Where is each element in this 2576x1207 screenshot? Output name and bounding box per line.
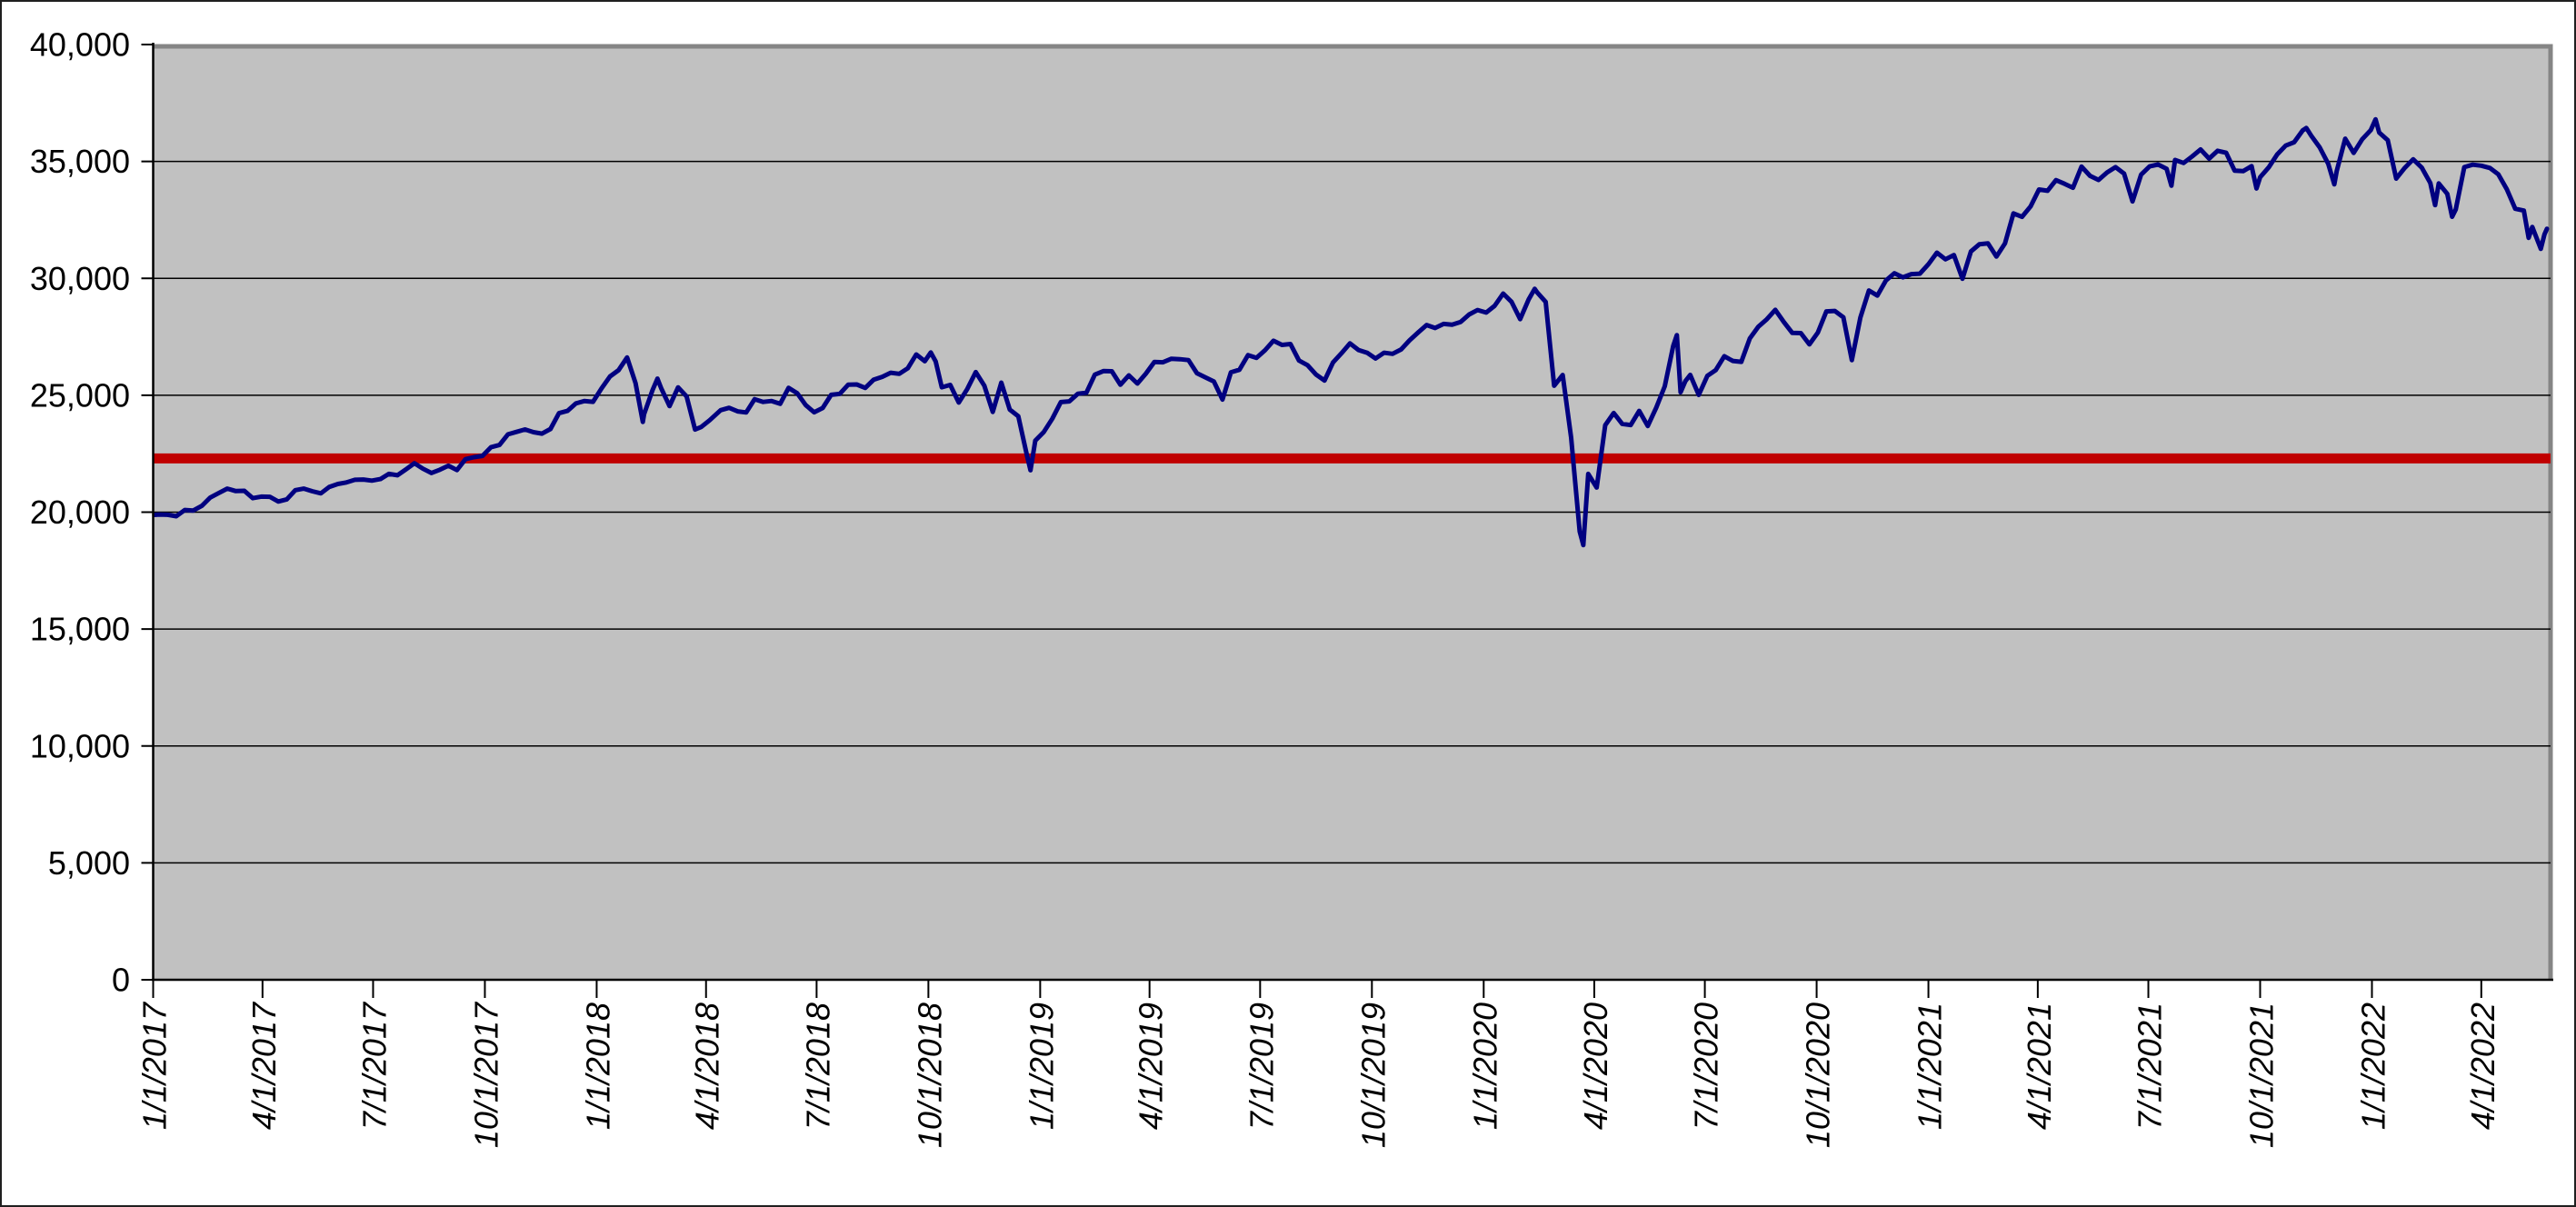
y-tick-label: 35,000 <box>30 143 130 180</box>
x-tick-label: 1/1/2020 <box>1466 1003 1503 1130</box>
price-line <box>152 116 2550 548</box>
x-tick-label: 7/1/2021 <box>2132 1003 2169 1130</box>
y-tick-label: 5,000 <box>48 844 130 882</box>
x-tick-label: 4/1/2021 <box>2021 1003 2058 1130</box>
y-tick-label: 30,000 <box>30 260 130 297</box>
x-tick-label: 7/1/2019 <box>1243 1003 1280 1130</box>
y-axis-ticks <box>141 44 154 981</box>
x-tick-label: 1/1/2019 <box>1023 1003 1060 1130</box>
price-polyline <box>152 116 2550 548</box>
x-axis-labels: 1/1/2017 4/1/2017 7/1/2017 10/1/2017 1/1/201… <box>136 1001 2501 1148</box>
x-tick-label: 1/1/2021 <box>1912 1003 1949 1130</box>
x-tick-label: 10/1/2021 <box>2243 1003 2281 1148</box>
y-tick-label: 20,000 <box>30 494 130 531</box>
y-axis-labels: 0 5,000 10,000 15,000 20,000 25,000 30,000 35,0… <box>30 26 130 999</box>
x-tick-label: 10/1/2019 <box>1354 1003 1392 1148</box>
x-tick-label: 1/1/2022 <box>2354 1003 2391 1130</box>
x-tick-label: 4/1/2020 <box>1577 1003 1614 1130</box>
y-tick-label: 15,000 <box>30 611 130 648</box>
x-tick-label: 1/1/2018 <box>579 1003 616 1130</box>
x-tick-label: 7/1/2017 <box>355 1001 393 1130</box>
gridlines <box>153 160 2551 864</box>
x-tick-label: 10/1/2020 <box>1800 1003 1837 1148</box>
x-tick-label: 1/1/2017 <box>136 1001 174 1130</box>
x-tick-label: 7/1/2020 <box>1688 1003 1725 1130</box>
y-tick-label: 40,000 <box>30 26 130 64</box>
x-tick-label: 7/1/2018 <box>799 1003 836 1130</box>
y-tick-label: 10,000 <box>30 727 130 764</box>
y-tick-label: 0 <box>112 962 130 999</box>
x-tick-label: 10/1/2017 <box>467 1001 504 1148</box>
x-tick-label: 4/1/2018 <box>689 1003 726 1130</box>
x-tick-label: 4/1/2017 <box>245 1001 283 1130</box>
x-tick-label: 4/1/2022 <box>2464 1003 2501 1130</box>
x-tick-label: 10/1/2018 <box>911 1003 948 1148</box>
y-tick-label: 25,000 <box>30 376 130 414</box>
x-tick-label: 4/1/2019 <box>1133 1003 1170 1130</box>
x-axis-ticks <box>152 981 2482 998</box>
